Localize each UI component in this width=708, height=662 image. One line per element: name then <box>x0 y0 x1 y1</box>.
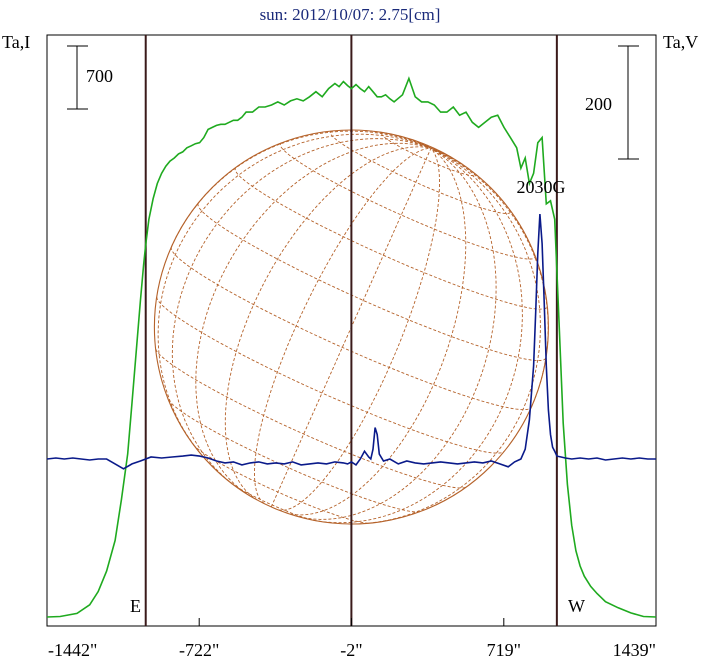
longitude-line <box>430 147 452 158</box>
right-axis-label: Ta,V <box>663 32 698 52</box>
longitude-line <box>157 133 432 462</box>
latitude-line <box>168 399 420 513</box>
x-tick-label: -722" <box>179 640 219 660</box>
intensity-series-line <box>46 76 657 618</box>
x-axis-ticks: -1442" -722" -2" 719" 1439" <box>46 618 657 660</box>
longitude-line <box>254 147 432 504</box>
longitude-line <box>170 130 432 248</box>
solar-disk <box>153 129 549 525</box>
limb-markers <box>144 35 558 626</box>
x-tick-label: -2" <box>340 640 362 660</box>
peak-annotation: 2030G <box>517 177 566 197</box>
polarization-series-line <box>46 213 656 470</box>
longitude-line <box>430 147 437 150</box>
longitude-line <box>430 147 490 187</box>
longitude-line <box>348 147 541 525</box>
latitude-line <box>234 167 548 310</box>
left-scale-bar <box>67 45 88 110</box>
west-label: W <box>568 596 585 616</box>
right-scale-bar <box>618 45 639 160</box>
latitude-line <box>155 349 466 489</box>
longitude-line <box>171 138 432 485</box>
chart-title: sun: 2012/10/07: 2.75[cm] <box>260 5 441 24</box>
east-label: E <box>130 596 141 616</box>
longitude-line <box>313 147 523 524</box>
latitude-line <box>156 296 505 454</box>
longitude-line <box>397 135 432 149</box>
longitude-line <box>410 138 432 149</box>
left-scale-label: 700 <box>86 66 113 86</box>
longitude-line <box>278 147 440 511</box>
x-tick-label: -1442" <box>48 640 97 660</box>
left-axis-label: Ta,I <box>2 32 30 52</box>
longitude-line <box>195 142 432 494</box>
longitude-line <box>430 146 432 149</box>
longitude-line <box>224 146 432 501</box>
x-tick-label: 719" <box>487 640 521 660</box>
right-scale-label: 200 <box>585 94 612 114</box>
x-tick-label: 1439" <box>613 640 656 660</box>
longitude-line <box>430 147 463 165</box>
longitude-line <box>285 147 467 516</box>
longitude-line <box>298 147 497 520</box>
